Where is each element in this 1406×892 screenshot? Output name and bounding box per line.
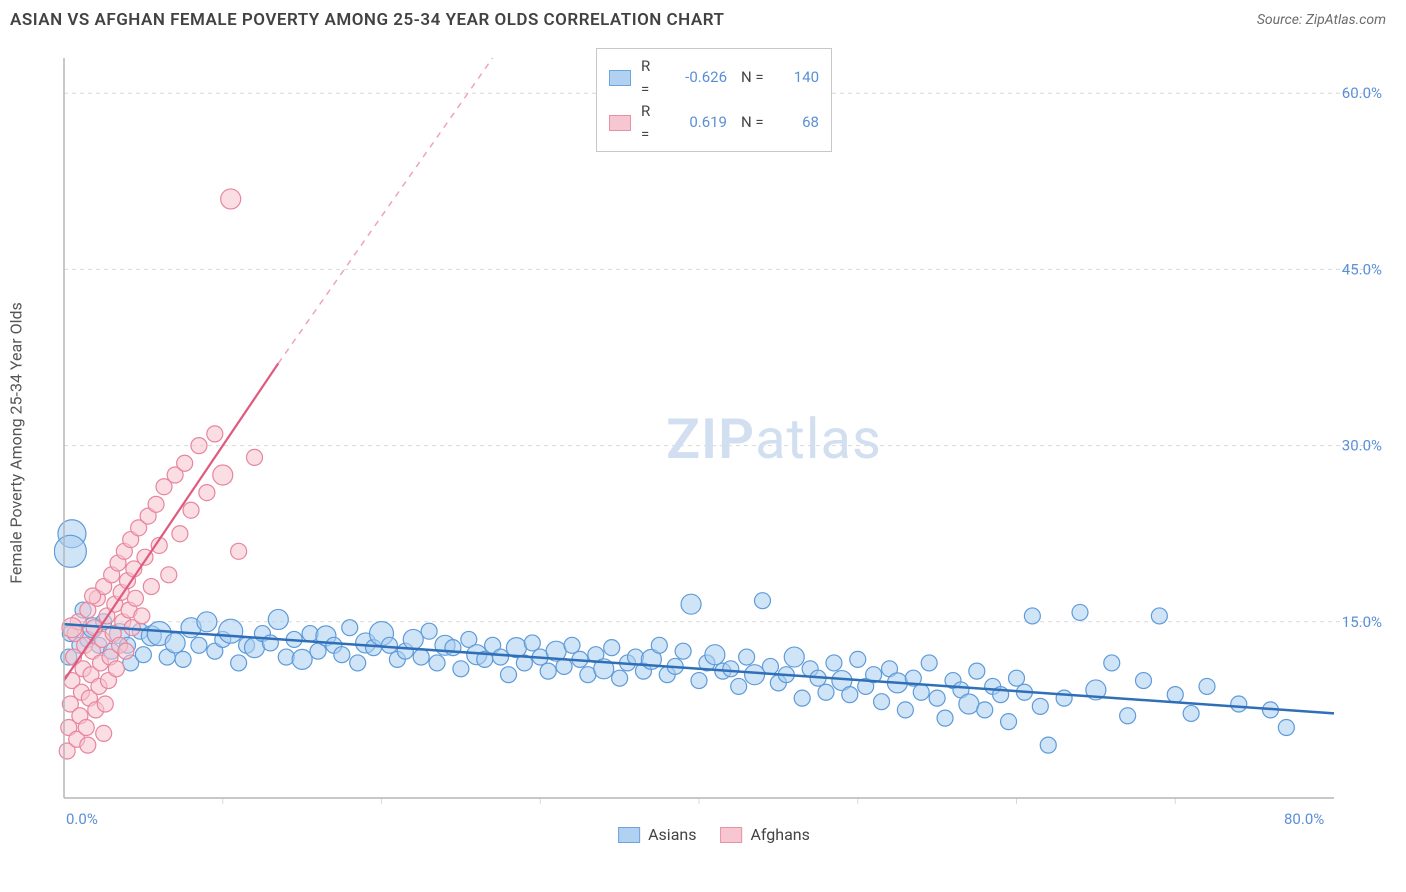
legend-row-afghans: R = 0.619 N = 68	[609, 100, 819, 145]
swatch-asians	[609, 70, 631, 86]
chart-area: Female Poverty Among 25-34 Year Olds ZIP…	[44, 48, 1384, 838]
scatter-series-afghans	[59, 189, 262, 759]
legend-item-afghans: Afghans	[720, 825, 809, 844]
source-attribution: Source: ZipAtlas.com	[1257, 12, 1386, 28]
svg-text:60.0%: 60.0%	[1342, 84, 1382, 102]
legend-row-asians: R = -0.626 N = 140	[609, 55, 819, 100]
series-legend: Asians Afghans	[618, 825, 810, 844]
correlation-legend: R = -0.626 N = 140 R = 0.619 N = 68	[596, 48, 832, 152]
svg-text:0.0%: 0.0%	[66, 810, 98, 828]
legend-item-asians: Asians	[618, 825, 696, 844]
svg-text:45.0%: 45.0%	[1342, 260, 1382, 278]
watermark: ZIPatlas	[666, 406, 882, 472]
y-tick-labels: 15.0% 30.0% 45.0% 60.0%	[1342, 84, 1382, 631]
scatter-plot: ZIPatlas 15.0% 30.0% 45.0% 60.0% 0.0% 80.0%	[54, 48, 1384, 838]
swatch-asians	[618, 827, 640, 843]
y-axis-label: Female Poverty Among 25-34 Year Olds	[7, 302, 26, 584]
swatch-afghans	[609, 115, 631, 131]
chart-title: ASIAN VS AFGHAN FEMALE POVERTY AMONG 25-…	[10, 10, 724, 30]
svg-text:30.0%: 30.0%	[1342, 437, 1382, 455]
chart-header: ASIAN VS AFGHAN FEMALE POVERTY AMONG 25-…	[0, 0, 1406, 36]
swatch-afghans	[720, 827, 742, 843]
watermark-bold: ZIP	[666, 406, 755, 472]
watermark-rest: atlas	[755, 406, 882, 472]
svg-text:15.0%: 15.0%	[1342, 613, 1382, 631]
svg-text:80.0%: 80.0%	[1284, 810, 1324, 828]
regression-lines	[64, 58, 1334, 713]
